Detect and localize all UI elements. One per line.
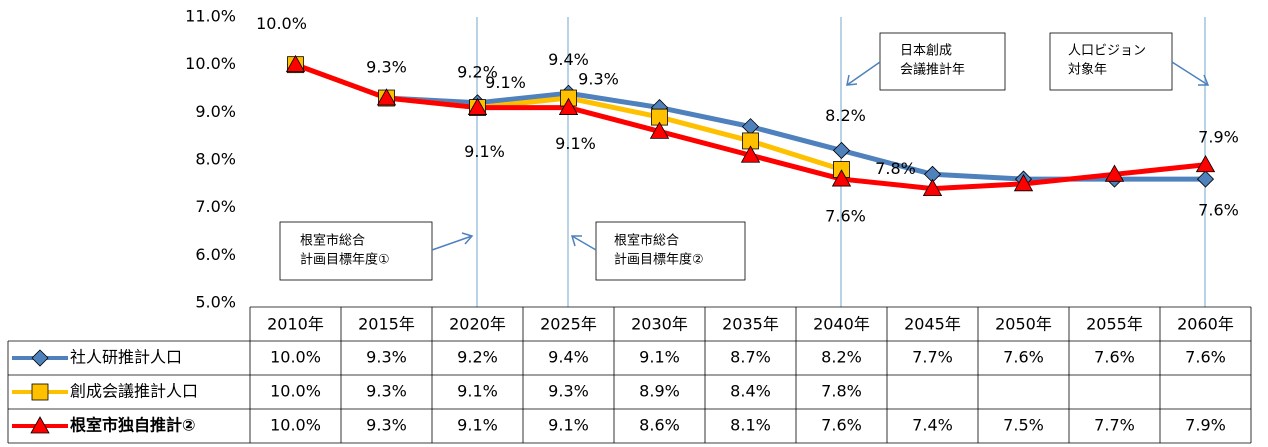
table-cell: 9.1% [548, 416, 589, 435]
annotation: 人口ビジョン [1068, 44, 1146, 59]
data-label: 10.0% [256, 14, 307, 33]
marker [1195, 154, 1216, 173]
x-tick-label: 2055年 [1086, 315, 1143, 334]
x-tick-label: 2025年 [540, 315, 597, 334]
legend-marker [31, 349, 49, 367]
table-cell: 9.3% [548, 382, 589, 401]
table-cell: 10.0% [270, 382, 321, 401]
table-cell: 8.6% [639, 416, 680, 435]
x-tick-label: 2010年 [267, 315, 324, 334]
data-label: 9.3% [578, 70, 619, 89]
table-cell: 7.5% [1003, 416, 1044, 435]
marker [740, 145, 761, 163]
table-cell: 8.2% [821, 348, 862, 367]
annotation: 根室市総合 [300, 233, 365, 249]
marker [558, 97, 579, 115]
table-cell: 7.9% [1185, 416, 1226, 435]
marker [467, 97, 488, 115]
annotation: 計画目標年度① [300, 252, 390, 268]
x-tick-label: 2035年 [722, 315, 779, 334]
table-cell: 8.7% [730, 348, 771, 367]
marker [285, 54, 306, 73]
table-cell: 7.8% [821, 382, 862, 401]
data-label: 9.2% [457, 62, 498, 81]
legend-marker [31, 383, 49, 401]
table-cell: 8.9% [639, 382, 680, 401]
marker [649, 121, 670, 139]
annotation: 会議推計年 [900, 62, 965, 78]
legend-label: 創成会議推計人口 [70, 382, 198, 401]
table-cell: 10.0% [270, 348, 321, 367]
table-cell: 9.3% [366, 416, 407, 435]
table-cell: 8.1% [730, 416, 771, 435]
table-cell: 8.4% [730, 382, 771, 401]
data-label: 9.1% [485, 73, 526, 92]
y-tick-label: 7.0% [195, 197, 236, 216]
table-cell: 7.6% [1003, 348, 1044, 367]
marker [831, 169, 852, 187]
table-cell: 7.4% [912, 416, 953, 435]
marker [741, 118, 760, 136]
marker [1196, 170, 1215, 188]
table-cell: 7.6% [1185, 348, 1226, 367]
table-cell: 9.4% [548, 348, 589, 367]
annotation-arrows [431, 61, 1210, 251]
annotation: 日本創成 [900, 44, 952, 59]
table-cell: 9.1% [457, 416, 498, 435]
table-cell: 9.1% [457, 382, 498, 401]
table-cell: 9.3% [366, 382, 407, 401]
annotation: 対象年 [1068, 63, 1107, 78]
table-cell: 7.6% [1094, 348, 1135, 367]
data-label: 7.9% [1198, 127, 1239, 146]
y-tick-label: 9.0% [195, 102, 236, 121]
table-cell: 7.7% [912, 348, 953, 367]
data-label: 8.2% [825, 106, 866, 125]
data-label: 9.1% [464, 142, 505, 161]
marker [1104, 164, 1125, 182]
x-tick-label: 2015年 [358, 315, 415, 334]
data-label: 7.6% [825, 207, 866, 226]
annotation-boxes [279, 32, 1173, 281]
y-tick-label: 8.0% [195, 150, 236, 169]
legend-marker [30, 416, 50, 434]
x-tick-label: 2050年 [995, 315, 1052, 334]
data-label: 9.1% [555, 134, 596, 153]
y-tick-label: 11.0% [185, 7, 236, 26]
data-label: 9.4% [548, 50, 589, 69]
data-label: 7.8% [875, 159, 916, 178]
table-cell: 7.6% [821, 416, 862, 435]
legend-label: 根室市独自推計② [70, 416, 196, 435]
x-tick-label: 2020年 [449, 315, 506, 334]
annotation: 計画目標年度② [614, 252, 704, 268]
marker [922, 178, 943, 197]
data-label: 9.3% [366, 58, 407, 77]
table-cell: 9.2% [457, 348, 498, 367]
table-cell: 7.7% [1094, 416, 1135, 435]
data-label: 7.6% [1198, 201, 1239, 220]
x-tick-label: 2045年 [904, 315, 961, 334]
y-tick-label: 6.0% [195, 245, 236, 264]
y-tick-label: 5.0% [195, 293, 236, 312]
data-table: 2010年 2015年 2020年 2025年 2030年 2035年 2040年 2045年… [7, 306, 1252, 444]
legend-label: 社人研推計人口 [70, 348, 182, 367]
table-cell: 10.0% [270, 416, 321, 435]
marker [1013, 174, 1034, 192]
annotation: 根室市総合 [614, 233, 679, 249]
x-tick-label: 2030年 [631, 315, 688, 334]
x-tick-label: 2040年 [813, 315, 870, 334]
table-cell: 9.3% [366, 348, 407, 367]
marker [832, 141, 851, 160]
x-tick-label: 2060年 [1177, 315, 1234, 334]
marker [376, 88, 397, 106]
table-cell: 9.1% [639, 348, 680, 367]
y-tick-label: 10.0% [185, 54, 236, 73]
